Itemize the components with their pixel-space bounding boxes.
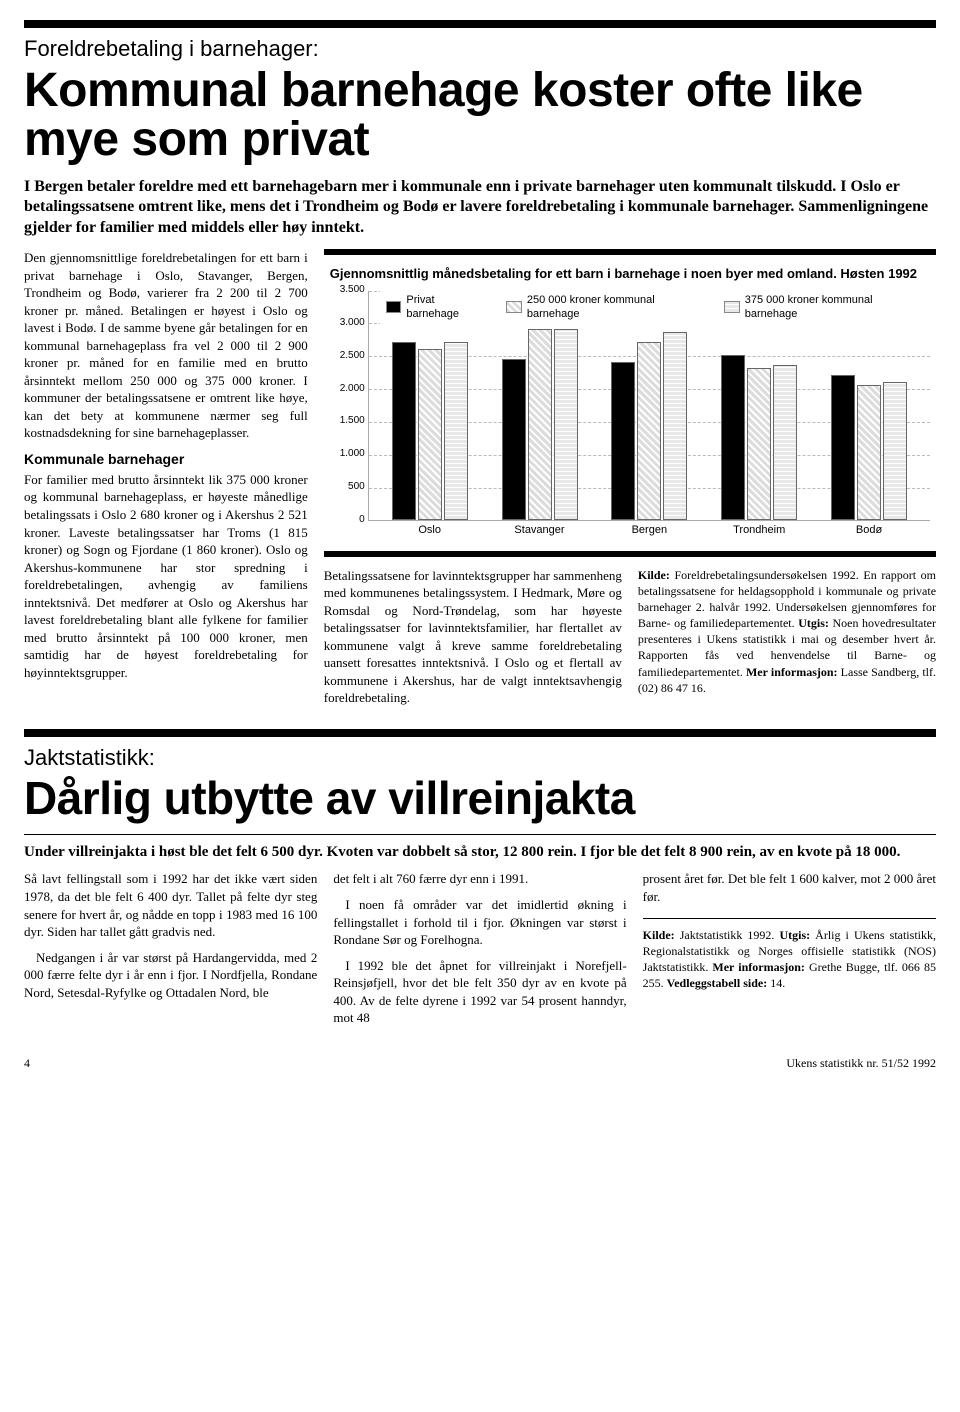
bar-k375 (554, 329, 578, 520)
swatch-k250 (506, 301, 522, 313)
source-rule (643, 918, 936, 919)
x-tick-label: Trondheim (714, 523, 804, 538)
source-block: Kilde: Jaktstatistikk 1992. Utgis: Årlig… (643, 927, 936, 992)
y-tick-label: 2.500 (331, 348, 365, 362)
y-tick-label: 1.500 (331, 414, 365, 428)
bar-k250 (747, 368, 771, 519)
chart-title: Gjennomsnittlig månedsbetaling for ett b… (330, 265, 930, 283)
article1-headline: Kommunal barnehage koster ofte like mye … (24, 66, 936, 165)
legend-label: 375 000 kroner kommunal barnehage (745, 293, 924, 323)
bar-k250 (857, 385, 881, 520)
article2-col3: prosent året før. Det ble felt 1 600 kal… (643, 870, 936, 1034)
bar-k250 (637, 342, 661, 519)
body-text: prosent året før. Det ble felt 1 600 kal… (643, 870, 936, 905)
body-text: I noen få områder var det imidlertid økn… (333, 896, 626, 949)
article2-rule (24, 834, 936, 835)
swatch-privat (386, 301, 402, 313)
body-text: det felt i alt 760 færre dyr enn i 1991. (333, 870, 626, 888)
body-text: For familier med brutto årsinntekt lik 3… (24, 471, 308, 682)
bar-group: Stavanger (495, 329, 585, 520)
article2: Jaktstatistikk: Dårlig utbytte av villre… (24, 743, 936, 1035)
top-rule (24, 20, 936, 28)
chart-plot-wrap: Privat barnehage 250 000 kroner kommunal… (330, 291, 930, 521)
legend-item-k375: 375 000 kroner kommunal barnehage (724, 293, 924, 323)
bar-group: Trondheim (714, 355, 804, 519)
page-number: 4 (24, 1055, 30, 1071)
legend-label: 250 000 kroner kommunal barnehage (527, 293, 706, 323)
y-tick-label: 3.000 (331, 316, 365, 330)
article1-lower-cols: Betalingssatsene for lavinntektsgrupper … (324, 567, 936, 715)
article1-col-right: Gjennomsnittlig månedsbetaling for ett b… (324, 249, 936, 715)
body-text: Betalingssatsene for lavinntektsgrupper … (324, 567, 622, 707)
body-text: Nedgangen i år var størst på Hardangervi… (24, 949, 317, 1002)
page-footer: 4 Ukens statistikk nr. 51/52 1992 (24, 1055, 936, 1071)
bar-group: Oslo (385, 342, 475, 519)
body-text: I 1992 ble det åpnet for villreinjakt i … (333, 957, 626, 1027)
bar-privat (392, 342, 416, 519)
article1-col2: Betalingssatsene for lavinntektsgrupper … (324, 567, 622, 715)
y-tick-label: 0 (331, 513, 365, 527)
bar-k375 (883, 382, 907, 520)
y-tick-label: 3.500 (331, 283, 365, 297)
article2-body: Så lavt fellingstall som i 1992 har det … (24, 870, 936, 1034)
publication-info: Ukens statistikk nr. 51/52 1992 (786, 1055, 936, 1071)
bar-k375 (773, 365, 797, 519)
bar-k375 (663, 332, 687, 519)
bar-privat (831, 375, 855, 520)
chart-legend: Privat barnehage 250 000 kroner kommunal… (380, 291, 930, 325)
bar-group: Bergen (604, 332, 694, 519)
x-tick-label: Stavanger (495, 523, 585, 538)
article1-col1: Den gjennomsnittlige foreldrebetalingen … (24, 249, 308, 715)
article2-lede: Under villreinjakta i høst ble det felt … (24, 843, 936, 863)
article1-lede: I Bergen betaler foreldre med ett barneh… (24, 177, 936, 239)
bar-k250 (528, 329, 552, 520)
article2-col1: Så lavt fellingstall som i 1992 har det … (24, 870, 317, 1034)
legend-item-k250: 250 000 kroner kommunal barnehage (506, 293, 706, 323)
mid-rule (24, 729, 936, 737)
bar-groups: OsloStavangerBergenTrondheimBodø (369, 291, 930, 520)
swatch-k375 (724, 301, 740, 313)
legend-item-privat: Privat barnehage (386, 293, 488, 323)
bar-k375 (444, 342, 468, 519)
body-text: Den gjennomsnittlige foreldrebetalingen … (24, 249, 308, 442)
y-tick-label: 500 (331, 480, 365, 494)
bar-privat (611, 362, 635, 520)
article2-kicker: Jaktstatistikk: (24, 743, 936, 773)
y-tick-label: 1.000 (331, 447, 365, 461)
y-tick-label: 2.000 (331, 381, 365, 395)
bar-privat (502, 359, 526, 520)
article1-body: Den gjennomsnittlige foreldrebetalingen … (24, 249, 936, 715)
bar-group: Bodø (824, 375, 914, 520)
x-tick-label: Oslo (385, 523, 475, 538)
article2-col2: det felt i alt 760 færre dyr enn i 1991.… (333, 870, 626, 1034)
bar-privat (721, 355, 745, 519)
x-tick-label: Bodø (824, 523, 914, 538)
subhead-kommunale: Kommunale barnehager (24, 450, 308, 469)
article1-kicker: Foreldrebetaling i barnehager: (24, 34, 936, 64)
legend-label: Privat barnehage (406, 293, 488, 323)
x-tick-label: Bergen (604, 523, 694, 538)
source-block: Kilde: Foreldrebetalingsundersøkelsen 19… (638, 567, 936, 697)
chart-area: 05001.0001.5002.0002.5003.0003.500OsloSt… (368, 291, 930, 521)
article1-source-col: Kilde: Foreldrebetalingsundersøkelsen 19… (638, 567, 936, 715)
chart-container: Gjennomsnittlig månedsbetaling for ett b… (324, 249, 936, 557)
bar-k250 (418, 349, 442, 520)
body-text: Så lavt fellingstall som i 1992 har det … (24, 870, 317, 940)
article2-headline: Dårlig utbytte av villreinjakta (24, 775, 936, 822)
